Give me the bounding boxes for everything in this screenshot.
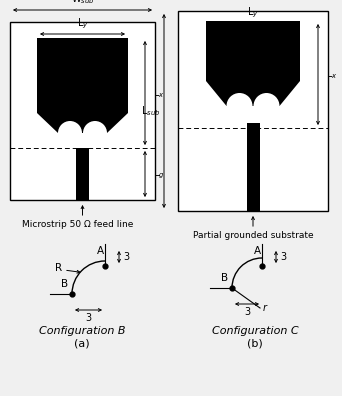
Text: 3: 3 <box>280 252 286 262</box>
Text: (a): (a) <box>74 339 90 349</box>
Circle shape <box>83 121 107 145</box>
Text: Configuration C: Configuration C <box>212 326 298 336</box>
Text: B: B <box>61 279 68 289</box>
Text: 3: 3 <box>123 252 129 262</box>
Polygon shape <box>206 81 300 106</box>
Text: A: A <box>254 246 261 256</box>
Text: L$_g$: L$_g$ <box>153 167 165 181</box>
Text: (b): (b) <box>247 339 263 349</box>
Text: L$_{sub}$: L$_{sub}$ <box>141 104 160 118</box>
Text: Configuration B: Configuration B <box>39 326 125 336</box>
Bar <box>247 123 260 211</box>
Circle shape <box>253 93 279 119</box>
Circle shape <box>226 93 252 119</box>
Text: r: r <box>263 303 267 313</box>
Text: B: B <box>221 273 228 283</box>
Bar <box>37 38 128 113</box>
Text: L$_y$: L$_y$ <box>77 17 88 31</box>
Text: R: R <box>55 263 62 273</box>
Text: W$_{sub}$: W$_{sub}$ <box>71 0 94 6</box>
Text: A: A <box>97 246 104 256</box>
Polygon shape <box>37 113 128 133</box>
Text: L$_y$: L$_y$ <box>247 6 259 20</box>
Text: L$_x$: L$_x$ <box>326 68 338 82</box>
Text: 3: 3 <box>244 307 250 317</box>
Bar <box>76 148 89 200</box>
Text: 3: 3 <box>86 313 92 323</box>
Bar <box>178 11 328 211</box>
Text: Microstrip 50 Ω feed line: Microstrip 50 Ω feed line <box>22 220 133 229</box>
Bar <box>10 22 155 200</box>
Text: Partial grounded substrate: Partial grounded substrate <box>193 231 313 240</box>
Bar <box>206 21 300 81</box>
Circle shape <box>58 121 82 145</box>
Text: L$_x$: L$_x$ <box>153 86 165 100</box>
